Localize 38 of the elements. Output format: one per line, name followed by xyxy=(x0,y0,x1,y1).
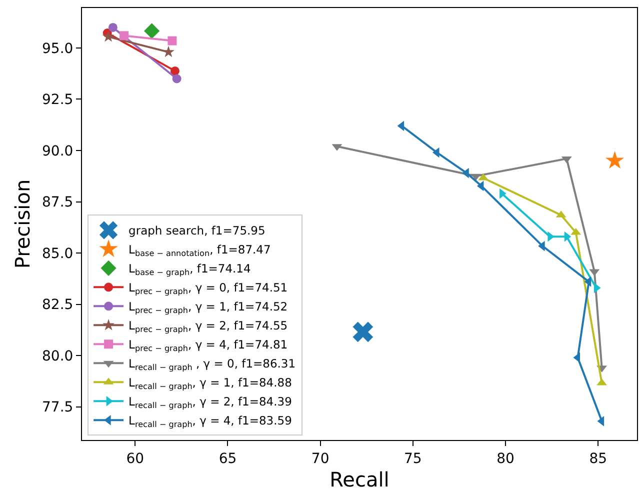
point xyxy=(144,23,160,39)
legend-label: L$_{prec − graph}$, γ = 1, f1=74.52 xyxy=(128,300,288,316)
legend-label: L$_{prec − graph}$, γ = 4, f1=74.81 xyxy=(128,338,288,354)
point xyxy=(102,30,114,42)
y-tick-label: 82.5 xyxy=(42,297,74,314)
point xyxy=(352,322,374,342)
legend-label: L$_{recall − graph}$ , γ = 0, f1=86.31 xyxy=(128,356,296,372)
x-tick-label: 65 xyxy=(218,450,237,467)
y-axis-title: Precision xyxy=(10,179,35,269)
legend-label: L$_{recall − graph}$, γ = 1, f1=84.88 xyxy=(128,376,292,392)
point xyxy=(120,31,129,40)
legend-label: graph search, f1=75.95 xyxy=(128,224,266,238)
point xyxy=(605,150,624,169)
y-tick-label: 92.5 xyxy=(42,92,74,108)
x-tick-label: 70 xyxy=(311,450,330,467)
point xyxy=(170,66,180,76)
legend-label: L$_{base − annotation}$, f1=87.47 xyxy=(128,242,271,258)
legend-label: L$_{prec − graph}$, γ = 2, f1=74.55 xyxy=(128,318,288,334)
point xyxy=(168,36,177,46)
point xyxy=(172,74,182,84)
legend-label: L$_{recall − graph}$, γ = 4, f1=83.59 xyxy=(128,414,292,430)
x-axis-title: Recall xyxy=(330,467,390,492)
point xyxy=(478,173,488,180)
point xyxy=(584,276,592,287)
legend-label: L$_{prec − graph}$, γ = 0, f1=74.51 xyxy=(128,280,288,296)
point xyxy=(108,22,118,32)
x-tick-label: 75 xyxy=(404,450,422,467)
y-tick-label: 77.5 xyxy=(42,400,74,416)
legend-label: L$_{base − graph}$, f1=74.14 xyxy=(128,262,251,278)
y-tick-label: 85.0 xyxy=(42,246,74,262)
y-tick-label: 80.0 xyxy=(42,348,74,364)
y-tick-label: 95.0 xyxy=(42,40,74,57)
x-tick-label: 60 xyxy=(126,450,144,467)
y-tick-label: 87.5 xyxy=(42,194,74,211)
legend-label: L$_{recall − graph}$, γ = 2, f1=84.39 xyxy=(128,394,292,410)
x-tick-label: 80 xyxy=(496,450,514,467)
y-tick-label: 90.0 xyxy=(42,143,74,160)
x-tick-label: 85 xyxy=(589,450,608,467)
